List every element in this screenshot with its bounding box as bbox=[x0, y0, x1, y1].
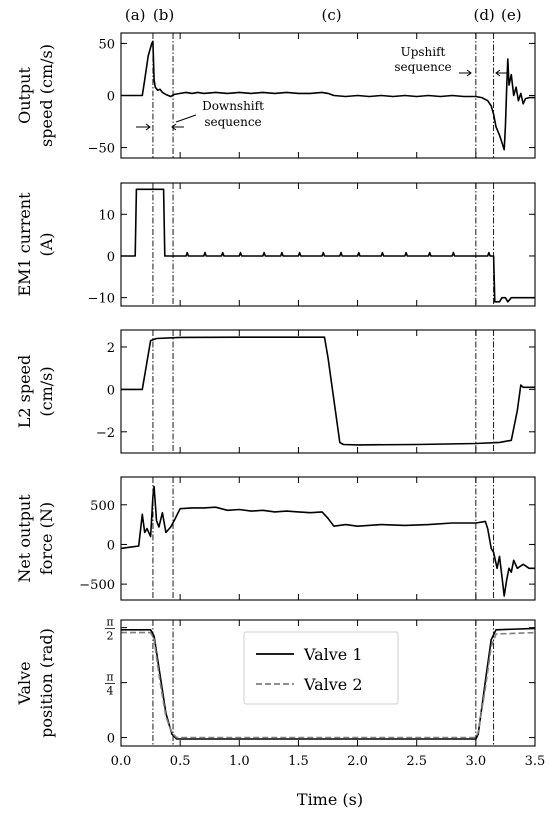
panel-frame bbox=[120, 182, 536, 307]
y-tick-label-2: −2 bbox=[96, 426, 115, 441]
y-tick-label-1-num: π bbox=[106, 671, 113, 684]
y-tick-label-0-den: 2 bbox=[107, 630, 114, 643]
x-tick-label-3: 1.5 bbox=[288, 754, 309, 769]
y-tick-label-2: −50 bbox=[88, 142, 115, 157]
phase-label-1: (b) bbox=[153, 6, 174, 24]
phase-label-2: (c) bbox=[321, 6, 341, 24]
y-tick-label-1-den: 4 bbox=[107, 685, 114, 698]
y-axis-label-1: (cm/s) bbox=[37, 366, 56, 416]
y-tick-label-1: 0 bbox=[107, 383, 115, 398]
y-axis-label-1: position (rad) bbox=[37, 628, 56, 738]
phase-labels: (a) (b) (c) (d) (e) bbox=[125, 6, 522, 24]
phase-label-3: (d) bbox=[473, 6, 494, 24]
y-axis-label-1: (A) bbox=[37, 232, 56, 256]
y-tick-label-0: 50 bbox=[98, 37, 115, 52]
phase-arrow-a-head bbox=[145, 123, 151, 131]
y-tick-label-0: 2 bbox=[107, 341, 115, 356]
panel-frame bbox=[120, 476, 536, 601]
y-tick-label-2: 0 bbox=[107, 732, 115, 747]
series-line-l2-speed-0 bbox=[121, 336, 535, 446]
panel-frame bbox=[120, 329, 536, 454]
y-axis-label-0: Net output bbox=[15, 494, 34, 583]
panel-net-output-force: 500 0 −500 Net output force (N) bbox=[15, 476, 536, 601]
annotation-downshift-line1: Downshift bbox=[202, 99, 264, 113]
annotation-upshift: Upshift sequence bbox=[394, 45, 509, 77]
y-axis-label-1: speed (cm/s) bbox=[37, 44, 56, 147]
x-tick-label-0: 0.0 bbox=[111, 754, 132, 769]
y-axis-label-0: Output bbox=[15, 67, 34, 124]
y-tick-label-0: 500 bbox=[90, 499, 115, 514]
y-axis-label-0: EM1 current bbox=[15, 192, 34, 297]
panel-output-speed: 50 0 −50 Output speed (cm/s) bbox=[15, 32, 536, 159]
phase-arrow-e-head bbox=[495, 69, 501, 77]
annotation-upshift-line2: sequence bbox=[394, 60, 451, 74]
y-tick-label-2: −500 bbox=[79, 578, 115, 593]
panel-em1-current: 10 0 −10 EM1 current (A) bbox=[15, 182, 536, 307]
y-tick-label-1: 0 bbox=[107, 538, 115, 553]
x-tick-label-7: 3.5 bbox=[525, 754, 546, 769]
y-axis-label-1: force (N) bbox=[37, 502, 56, 575]
legend: Valve 1 Valve 2 bbox=[243, 631, 399, 705]
y-tick-label-1: 0 bbox=[107, 90, 115, 105]
series-line-valve-position-1 bbox=[121, 631, 535, 739]
y-tick-label-0: 10 bbox=[98, 208, 115, 223]
annotation-downshift-arrow bbox=[175, 114, 197, 123]
series-line-net-output-force-0 bbox=[121, 485, 535, 597]
legend-box bbox=[243, 631, 399, 705]
panel-l2-speed: 2 0 −2 L2 speed (cm/s) bbox=[15, 329, 536, 454]
phase-label-0: (a) bbox=[125, 6, 146, 24]
annotation-downshift: Downshift sequence bbox=[136, 99, 264, 131]
y-tick-label-0-num: π bbox=[106, 616, 113, 629]
series-line-em1-current-0 bbox=[121, 188, 535, 303]
y-tick-label-2: −10 bbox=[88, 292, 115, 307]
legend-label-valve-1: Valve 1 bbox=[303, 645, 363, 664]
x-tick-label-6: 3.0 bbox=[466, 754, 487, 769]
series-line-output-speed-0 bbox=[121, 40, 535, 151]
phase-arrow-b-head bbox=[171, 123, 177, 131]
annotation-downshift-line2: sequence bbox=[204, 115, 261, 129]
annotation-upshift-line1: Upshift bbox=[401, 45, 446, 59]
y-axis-label-0: L2 speed bbox=[15, 355, 34, 429]
x-tick-label-2: 1.0 bbox=[229, 754, 250, 769]
x-tick-label-4: 2.0 bbox=[347, 754, 368, 769]
x-axis-label: Time (s) bbox=[297, 790, 363, 809]
y-axis-label-0: Valve bbox=[15, 661, 34, 705]
x-tick-label-5: 2.5 bbox=[406, 754, 427, 769]
phase-arrow-d-head bbox=[466, 69, 472, 77]
legend-label-valve-2: Valve 2 bbox=[303, 675, 363, 694]
x-tick-label-1: 0.5 bbox=[170, 754, 191, 769]
panel-frame bbox=[120, 32, 536, 159]
y-tick-label-1: 0 bbox=[107, 250, 115, 265]
phase-label-4: (e) bbox=[501, 6, 522, 24]
